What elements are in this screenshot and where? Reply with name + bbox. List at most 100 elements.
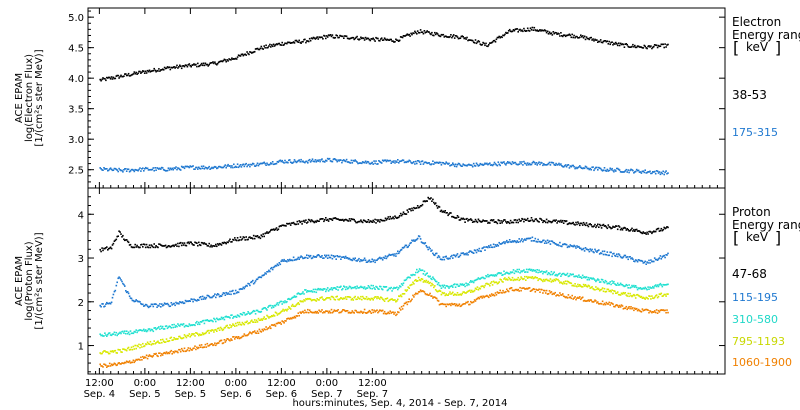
data-point [596, 251, 598, 253]
data-point [247, 311, 249, 313]
data-point [616, 167, 618, 170]
data-point [494, 41, 497, 43]
data-point [345, 298, 348, 300]
data-point [613, 226, 615, 228]
data-point [100, 365, 102, 367]
data-point [638, 309, 641, 312]
data-point [492, 243, 495, 246]
data-point [649, 46, 651, 48]
data-point [646, 47, 648, 50]
data-point [561, 35, 563, 37]
data-point [532, 269, 535, 271]
data-point [343, 286, 346, 288]
data-point [295, 39, 298, 42]
data-point [563, 220, 566, 222]
data-point [355, 298, 357, 301]
data-point [647, 233, 649, 235]
data-point [379, 256, 381, 259]
data-point [366, 298, 369, 301]
data-point [483, 42, 485, 45]
data-point [372, 219, 374, 222]
data-point [432, 297, 434, 299]
data-point [357, 296, 359, 298]
data-point [111, 364, 114, 367]
data-point [202, 165, 205, 167]
data-point [336, 286, 338, 288]
data-point [353, 286, 355, 289]
data-point [643, 297, 646, 299]
data-point [520, 289, 522, 292]
data-point [231, 57, 233, 59]
data-point [603, 287, 606, 290]
data-point [421, 160, 424, 162]
data-point [278, 225, 281, 228]
data-point [584, 247, 587, 249]
data-point [525, 288, 527, 290]
data-point [583, 285, 586, 287]
data-point [497, 282, 500, 284]
data-point [178, 167, 180, 170]
data-point [527, 237, 530, 240]
data-point [531, 219, 534, 221]
data-point [634, 230, 636, 232]
data-point [220, 166, 223, 169]
data-point [360, 310, 362, 313]
data-point [303, 293, 305, 295]
data-point [666, 293, 668, 295]
data-point [266, 328, 268, 331]
data-point [521, 277, 523, 280]
data-point [618, 44, 621, 47]
data-point [527, 287, 530, 289]
data-point [489, 282, 492, 285]
data-point [410, 284, 412, 286]
data-point [327, 290, 330, 292]
data-point [245, 54, 247, 56]
data-point [180, 337, 183, 340]
data-point [297, 223, 300, 225]
data-point [506, 222, 508, 224]
data-point [358, 287, 360, 289]
data-point [545, 31, 548, 34]
data-point [217, 61, 220, 64]
data-point [236, 163, 239, 165]
data-point [564, 296, 567, 299]
data-point [432, 198, 434, 201]
data-point [116, 281, 118, 284]
data-point [139, 301, 141, 303]
data-point [483, 296, 485, 299]
data-point [131, 332, 134, 334]
data-point [238, 315, 241, 318]
data-point [302, 300, 304, 303]
data-point [526, 162, 529, 164]
data-point [596, 39, 598, 41]
data-point [440, 209, 443, 212]
data-point [380, 219, 383, 222]
data-point [258, 48, 261, 51]
data-point [369, 310, 372, 313]
data-point [151, 168, 154, 171]
data-point [607, 282, 610, 284]
data-point [479, 278, 482, 280]
data-point [328, 157, 331, 160]
data-point [655, 44, 658, 47]
data-point [185, 336, 188, 339]
data-point [169, 305, 172, 307]
data-point [629, 307, 631, 310]
data-point [640, 311, 643, 313]
data-point [566, 164, 569, 166]
data-point [483, 286, 485, 289]
data-point [451, 292, 453, 295]
data-point [253, 330, 256, 332]
data-point [180, 301, 183, 304]
data-point [447, 303, 449, 306]
data-point [421, 269, 424, 271]
data-point [361, 220, 363, 223]
data-point [374, 311, 376, 313]
data-point [351, 36, 354, 39]
data-point [503, 34, 505, 37]
data-point [203, 242, 206, 244]
data-point [393, 313, 395, 315]
data-point [398, 250, 401, 253]
data-point [158, 305, 160, 307]
proton-legend-title: Proton Energy ranges [732, 206, 800, 232]
